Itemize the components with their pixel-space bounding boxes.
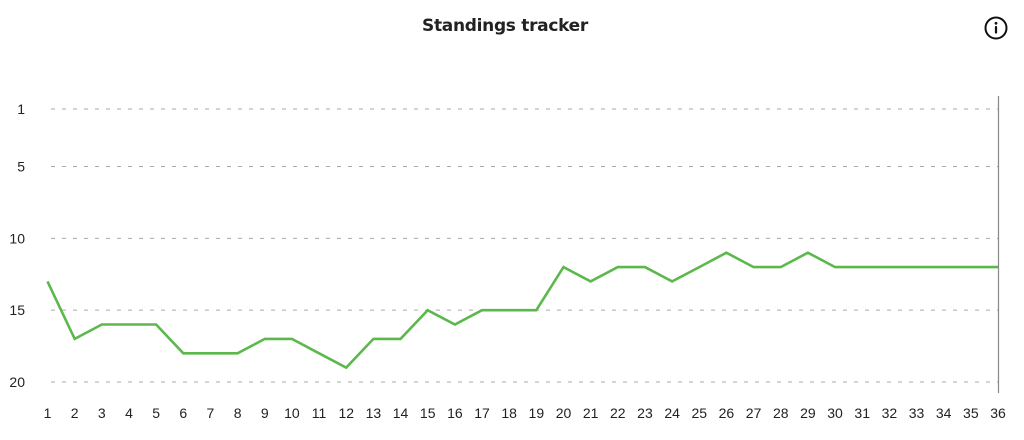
x-tick-label: 19 <box>529 405 545 421</box>
x-tick-label: 14 <box>393 405 409 421</box>
x-tick-label: 11 <box>312 405 327 421</box>
x-tick-label: 21 <box>583 405 599 421</box>
x-tick-label: 7 <box>207 405 215 421</box>
chart-title: Standings tracker <box>422 16 588 36</box>
x-tick-label: 34 <box>936 405 952 421</box>
x-tick-label: 10 <box>284 405 300 421</box>
grid-lines <box>51 108 998 383</box>
info-circle-icon <box>984 16 1008 40</box>
x-tick-label: 18 <box>501 405 517 421</box>
x-tick-label: 23 <box>637 405 653 421</box>
x-tick-label: 26 <box>719 405 735 421</box>
x-tick-label: 3 <box>98 405 106 421</box>
x-tick-label: 2 <box>71 405 79 421</box>
info-button[interactable] <box>984 16 1008 40</box>
y-tick-label: 5 <box>17 158 25 174</box>
x-tick-label: 8 <box>234 405 242 421</box>
x-tick-label: 29 <box>800 405 816 421</box>
x-tick-label: 4 <box>125 405 133 421</box>
y-tick-label: 10 <box>9 230 25 246</box>
x-tick-label: 28 <box>773 405 789 421</box>
x-axis-ticks: 1 2 3 4 5 6 7 8 9 10 11 12 13 14 15 16 17 18 19 20 21 22 23 24 2… <box>44 405 1006 421</box>
x-tick-label: 30 <box>827 405 843 421</box>
x-tick-label: 33 <box>909 405 925 421</box>
x-tick-label: 5 <box>152 405 160 421</box>
x-tick-label: 25 <box>691 405 707 421</box>
x-tick-label: 36 <box>990 405 1006 421</box>
x-tick-label: 24 <box>664 405 680 421</box>
x-tick-label: 12 <box>338 405 354 421</box>
x-tick-label: 13 <box>366 405 382 421</box>
y-tick-label: 20 <box>9 374 25 390</box>
y-tick-label: 15 <box>9 302 25 318</box>
x-tick-label: 15 <box>420 405 436 421</box>
y-tick-label: 1 <box>17 101 25 117</box>
x-tick-label: 27 <box>746 405 762 421</box>
x-tick-label: 6 <box>179 405 187 421</box>
x-tick-label: 17 <box>474 405 490 421</box>
x-tick-label: 22 <box>610 405 626 421</box>
x-tick-label: 16 <box>447 405 463 421</box>
x-tick-label: 31 <box>854 405 870 421</box>
x-tick-label: 9 <box>261 405 269 421</box>
x-tick-label: 20 <box>556 405 572 421</box>
x-tick-label: 35 <box>963 405 979 421</box>
position-series-line <box>46 251 998 370</box>
x-tick-label: 32 <box>882 405 898 421</box>
x-tick-label: 1 <box>44 405 52 421</box>
